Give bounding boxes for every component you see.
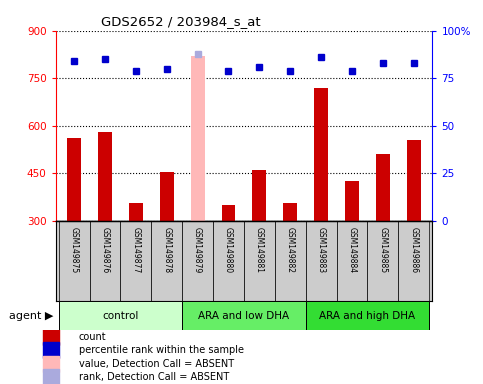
Text: GSM149885: GSM149885 — [378, 227, 387, 273]
Bar — [306, 301, 429, 330]
Text: GSM149878: GSM149878 — [162, 227, 171, 273]
Bar — [43, 356, 58, 372]
Text: ARA and high DHA: ARA and high DHA — [319, 311, 415, 321]
Text: GSM149881: GSM149881 — [255, 227, 264, 273]
Bar — [43, 343, 58, 359]
Bar — [182, 221, 213, 301]
Text: GSM149880: GSM149880 — [224, 227, 233, 273]
Text: count: count — [79, 332, 106, 342]
Bar — [306, 221, 337, 301]
Bar — [120, 221, 151, 301]
Bar — [337, 221, 368, 301]
Bar — [314, 88, 328, 221]
Bar — [43, 329, 58, 345]
Bar — [253, 170, 266, 221]
Text: rank, Detection Call = ABSENT: rank, Detection Call = ABSENT — [79, 372, 229, 382]
Bar — [368, 221, 398, 301]
Text: GSM149882: GSM149882 — [286, 227, 295, 273]
Bar — [284, 204, 297, 221]
Bar — [151, 221, 182, 301]
Bar — [58, 301, 182, 330]
Text: GSM149876: GSM149876 — [100, 227, 110, 273]
Bar — [191, 56, 204, 221]
Text: agent ▶: agent ▶ — [9, 311, 53, 321]
Bar — [67, 139, 81, 221]
Text: GSM149879: GSM149879 — [193, 227, 202, 273]
Text: value, Detection Call = ABSENT: value, Detection Call = ABSENT — [79, 359, 234, 369]
Bar — [160, 172, 174, 221]
Bar — [213, 221, 244, 301]
Text: control: control — [102, 311, 139, 321]
Bar — [58, 221, 89, 301]
Bar — [275, 221, 306, 301]
Bar — [407, 140, 421, 221]
Text: GSM149884: GSM149884 — [347, 227, 356, 273]
Text: GSM149877: GSM149877 — [131, 227, 141, 273]
Bar — [222, 205, 235, 221]
Bar — [182, 301, 306, 330]
Bar — [345, 180, 359, 221]
Text: ARA and low DHA: ARA and low DHA — [199, 311, 289, 321]
Bar — [376, 154, 390, 221]
Text: GSM149886: GSM149886 — [409, 227, 418, 273]
Bar — [98, 132, 112, 221]
Bar — [89, 221, 120, 301]
Text: GSM149875: GSM149875 — [70, 227, 79, 273]
Bar — [43, 369, 58, 384]
Bar — [129, 204, 143, 221]
Bar — [398, 221, 429, 301]
Text: GDS2652 / 203984_s_at: GDS2652 / 203984_s_at — [101, 15, 260, 28]
Text: percentile rank within the sample: percentile rank within the sample — [79, 345, 243, 356]
Bar — [244, 221, 275, 301]
Text: GSM149883: GSM149883 — [317, 227, 326, 273]
